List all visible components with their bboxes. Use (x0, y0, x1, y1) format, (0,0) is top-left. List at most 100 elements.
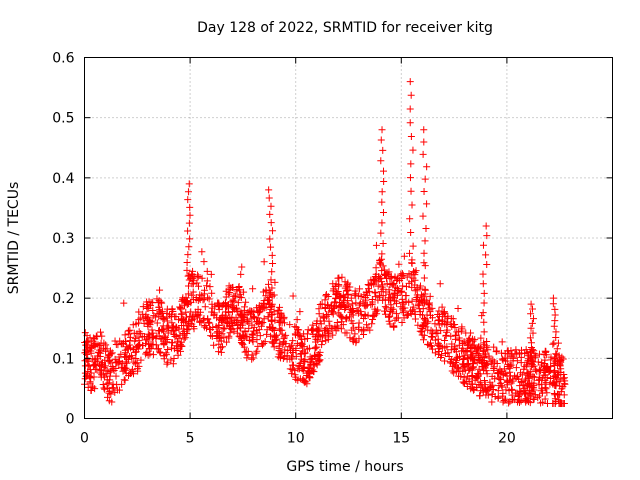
data-point (420, 151, 427, 158)
data-point (378, 199, 385, 206)
data-point (268, 268, 275, 275)
data-point (421, 188, 428, 195)
data-point (408, 188, 415, 195)
data-point (168, 319, 175, 326)
data-point (481, 290, 488, 297)
data-point (420, 336, 427, 343)
data-point (160, 328, 167, 335)
x-tick-label: 5 (186, 431, 195, 447)
data-point (529, 305, 536, 312)
data-point (423, 163, 430, 170)
y-tick-label: 0 (66, 412, 75, 428)
data-point (380, 209, 387, 216)
data-point (483, 222, 490, 229)
data-point (409, 298, 416, 305)
data-point (268, 219, 275, 226)
x-tick-label: 0 (80, 431, 89, 447)
data-point (184, 228, 191, 235)
y-tick-label: 0.4 (52, 171, 74, 187)
data-point (237, 271, 244, 278)
data-point (202, 303, 209, 310)
data-point (378, 250, 385, 257)
data-point (368, 320, 375, 327)
data-point (104, 394, 111, 401)
data-point (480, 280, 487, 287)
data-point (171, 355, 178, 362)
data-point (483, 261, 490, 268)
data-point (381, 308, 388, 315)
data-point (329, 332, 336, 339)
data-point (488, 398, 495, 405)
data-point (296, 308, 303, 315)
data-point (351, 330, 358, 337)
data-point (207, 332, 214, 339)
data-point (238, 264, 245, 271)
data-point (407, 119, 414, 126)
data-point (198, 248, 205, 255)
data-point (425, 304, 432, 311)
data-point (377, 157, 384, 164)
data-point (231, 298, 238, 305)
data-point (184, 259, 191, 266)
data-point (378, 137, 385, 144)
data-point (208, 271, 215, 278)
data-point (294, 316, 301, 323)
data-point (241, 303, 248, 310)
data-point (204, 268, 211, 275)
data-point (435, 316, 442, 323)
data-point (476, 392, 483, 399)
data-point (186, 180, 193, 187)
data-point (482, 251, 489, 258)
data-point (481, 299, 488, 306)
data-point (422, 237, 429, 244)
data-point (549, 341, 556, 348)
data-point (338, 274, 345, 281)
data-point (529, 320, 536, 327)
data-point (137, 330, 144, 337)
data-point (407, 78, 414, 85)
x-tick-label: 20 (498, 431, 516, 447)
data-point (379, 126, 386, 133)
data-point (407, 174, 414, 181)
data-point (412, 315, 419, 322)
data-point (379, 188, 386, 195)
data-point (480, 319, 487, 326)
data-point (267, 203, 274, 210)
data-point (421, 274, 428, 281)
data-point (120, 300, 127, 307)
data-point (408, 133, 415, 140)
x-tick-label: 10 (287, 431, 305, 447)
data-point (399, 296, 406, 303)
data-point (82, 329, 89, 336)
data-point (382, 303, 389, 310)
data-point (481, 377, 488, 384)
data-point (512, 346, 519, 353)
data-point (288, 370, 295, 377)
data-point (455, 305, 462, 312)
data-point (266, 211, 273, 218)
data-point (481, 328, 488, 335)
data-point (125, 330, 132, 337)
data-point (479, 271, 486, 278)
data-point (269, 227, 276, 234)
data-point (267, 244, 274, 251)
data-point (269, 260, 276, 267)
x-tick-label: 15 (392, 431, 410, 447)
data-point (437, 280, 444, 287)
y-axis-label: SRMTID / TECUs (6, 182, 22, 295)
data-point (186, 220, 193, 227)
data-point (186, 212, 193, 219)
data-point (550, 340, 557, 347)
data-point (186, 235, 193, 242)
data-point (164, 346, 171, 353)
data-point (159, 326, 166, 333)
data-point (122, 377, 129, 384)
data-point (422, 176, 429, 183)
data-point (421, 250, 428, 257)
data-point (423, 200, 430, 207)
data-point (268, 317, 275, 324)
y-tick-label: 0.1 (52, 351, 74, 367)
data-point (266, 235, 273, 242)
data-points (81, 78, 568, 407)
srmtid-chart: Day 128 of 2022, SRMTID for receiver kit… (0, 0, 640, 480)
